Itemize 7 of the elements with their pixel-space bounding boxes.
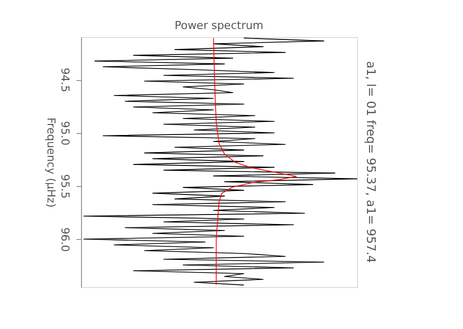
chart-title: Power spectrum — [174, 19, 264, 32]
y-tick-label: 95.5 — [58, 174, 72, 199]
text: a1, l= 01 freq= 95.37, a1= 957.4 — [364, 61, 378, 263]
y-tick-label: 94.5 — [58, 68, 72, 92]
y-axis-title: Frequency (μHz) — [44, 118, 58, 208]
y-tick-label: 96.0 — [58, 227, 72, 252]
y-tick-label: 95.0 — [58, 120, 72, 146]
